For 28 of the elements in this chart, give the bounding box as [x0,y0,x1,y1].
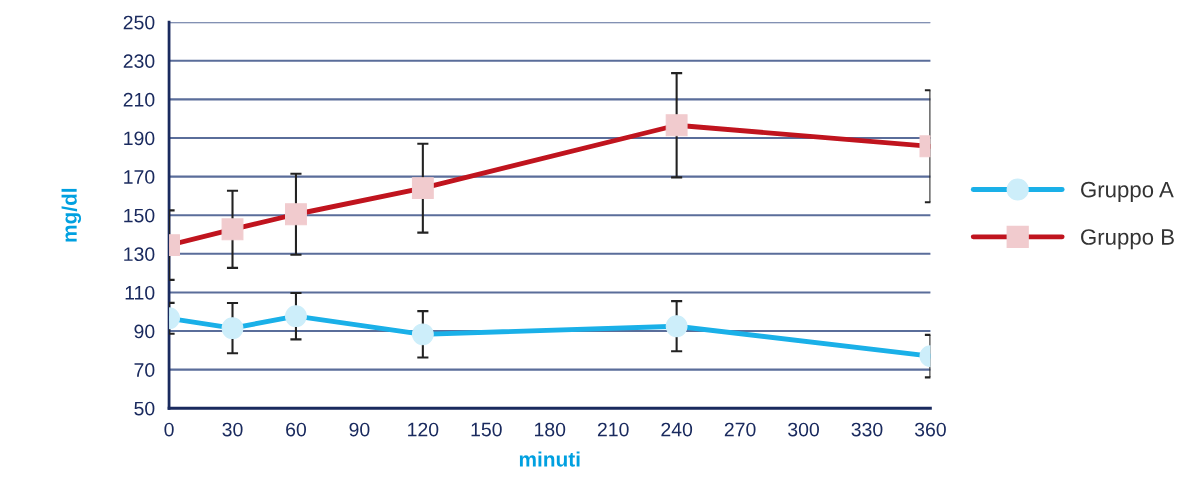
y-tick-label: 210 [123,92,155,107]
x-tick-label: 60 [286,422,307,437]
y-tick-label: 230 [123,54,155,69]
x-tick-label: 240 [661,422,693,437]
x-tick-label: 300 [788,422,819,437]
x-tick-label: 330 [851,422,883,437]
x-tick-label: 30 [222,422,243,437]
y-tick-label: 130 [124,247,155,262]
x-tick-label: 210 [597,422,629,437]
x-tick-label: 150 [471,422,502,437]
x-tick-label: 120 [408,422,439,437]
y-tick-label: 70 [134,363,155,377]
y-tick-label: 170 [124,170,155,184]
y-tick-label: 190 [124,131,155,146]
legend-label: Gruppo B [1081,229,1174,250]
y-tick-label: 250 [123,15,155,30]
y-tick-label: 150 [124,208,155,223]
x-tick-label: 90 [349,422,370,437]
x-tick-label: 270 [724,422,756,437]
y-axis-title: mg/dl [61,188,82,242]
x-axis-title: minuti [519,451,580,467]
x-tick-label: 180 [535,422,566,437]
y-tick-label: 50 [134,401,155,416]
y-tick-label: 90 [134,324,155,339]
y-tick-label: 110 [125,285,155,300]
legend-label: Gruppo A [1081,181,1174,202]
x-tick-label: 0 [164,422,174,437]
x-tick-label: 360 [914,422,946,437]
